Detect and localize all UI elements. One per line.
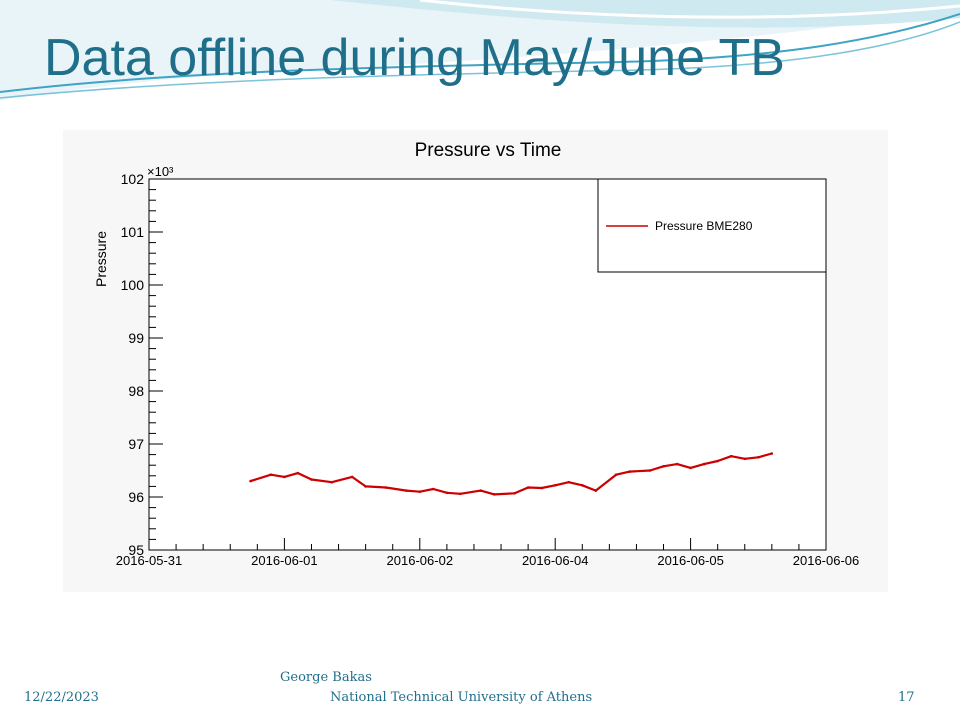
y-tick-label: 98 <box>128 383 144 399</box>
pressure-data-point <box>689 466 692 470</box>
pressure-data-point <box>445 491 449 495</box>
y-tick-label: 99 <box>128 330 144 346</box>
pressure-data-point <box>702 462 706 466</box>
pressure-data-point <box>418 490 422 494</box>
x-tick-label: 2016-05-31 <box>116 553 183 568</box>
pressure-data-point <box>513 492 516 495</box>
y-tick-label: 95 <box>128 542 144 558</box>
pressure-data-point <box>553 484 557 487</box>
pressure-data-point <box>594 489 598 492</box>
pressure-data-point <box>459 492 462 496</box>
pressure-data-point <box>716 459 719 463</box>
pressure-data-point <box>648 469 652 472</box>
pressure-data-point <box>770 452 774 455</box>
chart-panel: Pressure vs Time Pressure ×10³ 95 96 97 98 9… <box>63 130 888 592</box>
pressure-data-point <box>330 480 334 484</box>
footer-organization: National Technical University of Athens <box>330 690 593 705</box>
footer-date: 12/22/2023 <box>24 690 99 705</box>
slide-title: Data offline during May/June TB <box>44 29 785 87</box>
pressure-data-point <box>729 454 733 458</box>
x-tick-label: 2016-06-01 <box>251 553 318 568</box>
pressure-data-point <box>743 457 747 461</box>
y-tick-label: 97 <box>128 436 144 452</box>
y-axis-label: Pressure <box>93 231 109 287</box>
pressure-data-point <box>757 456 760 459</box>
y-tick-label: 102 <box>121 171 145 187</box>
page-number: 17 <box>898 690 915 705</box>
y-multiplier-label: ×10³ <box>147 164 174 179</box>
pressure-data-point <box>675 462 679 466</box>
pressure-data-point <box>249 479 252 483</box>
pressure-chart: Pressure vs Time Pressure ×10³ 95 96 97 98 9… <box>93 140 860 568</box>
x-tick-label: 2016-06-06 <box>793 553 860 568</box>
pressure-data-point <box>614 473 618 477</box>
header-swoosh-decoration <box>0 0 960 100</box>
pressure-data-point <box>283 475 286 479</box>
pressure-data-point <box>581 484 584 487</box>
y-tick-label: 101 <box>121 224 145 240</box>
footer-author: George Bakas <box>280 670 372 685</box>
legend-label: Pressure BME280 <box>655 219 753 233</box>
pressure-data-point <box>269 473 273 477</box>
pressure-data-point <box>350 475 354 479</box>
x-tick-label: 2016-06-04 <box>522 553 589 568</box>
pressure-data-point <box>479 489 483 492</box>
x-tick-label: 2016-06-05 <box>657 553 724 568</box>
pressure-data-point <box>296 471 300 475</box>
pressure-data-point <box>364 485 367 488</box>
pressure-data-point <box>432 487 435 491</box>
pressure-data-point <box>526 486 530 489</box>
chart-title: Pressure vs Time <box>415 140 562 161</box>
pressure-data-point <box>540 486 543 490</box>
x-tick-label: 2016-06-02 <box>387 553 454 568</box>
pressure-data-point <box>628 470 631 473</box>
y-tick-label: 96 <box>128 489 144 505</box>
pressure-data-point <box>384 486 388 489</box>
y-tick-label: 100 <box>121 277 145 293</box>
pressure-data-point <box>405 489 408 492</box>
pressure-data-point <box>310 478 313 481</box>
pressure-data-point <box>567 480 570 484</box>
pressure-data-point <box>493 493 496 496</box>
pressure-data-point <box>662 465 665 468</box>
